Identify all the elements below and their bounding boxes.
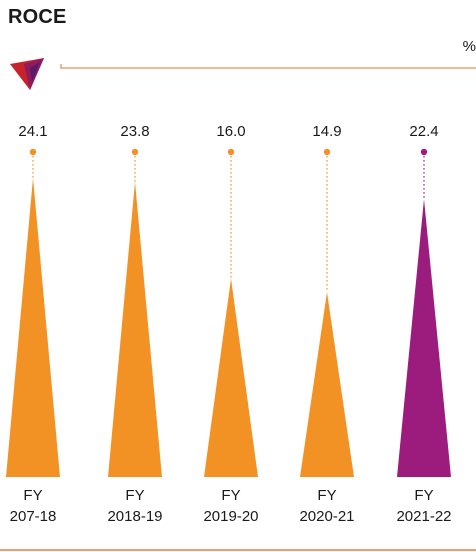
category-label: FY [317, 487, 336, 504]
value-label: 22.4 [409, 123, 438, 140]
value-dot [131, 148, 139, 156]
bar-triangle [108, 181, 162, 477]
unit-label: % [462, 38, 476, 55]
chart-title: ROCE [8, 6, 67, 28]
value-label: 14.9 [312, 123, 341, 140]
category-label: 207-18 [10, 508, 57, 525]
value-label: 23.8 [120, 123, 149, 140]
bar-triangle [204, 278, 258, 477]
value-label: 24.1 [18, 123, 47, 140]
value-dot [227, 148, 235, 156]
value-dot [29, 148, 37, 156]
value-dot [420, 148, 428, 156]
bar-triangle [300, 292, 354, 477]
category-label: FY [414, 487, 433, 504]
category-label: FY [221, 487, 240, 504]
category-label: FY [125, 487, 144, 504]
bar-triangle [397, 199, 451, 477]
value-label: 16.0 [216, 123, 245, 140]
bar-triangle [6, 178, 60, 477]
bottom-rule [0, 549, 476, 551]
value-dot [323, 148, 331, 156]
category-label: FY [23, 487, 42, 504]
category-label: 2021-22 [396, 508, 451, 525]
triangle-logo-icon [10, 58, 44, 90]
category-label: 2018-19 [107, 508, 162, 525]
category-label: 2020-21 [299, 508, 354, 525]
category-label: 2019-20 [203, 508, 258, 525]
